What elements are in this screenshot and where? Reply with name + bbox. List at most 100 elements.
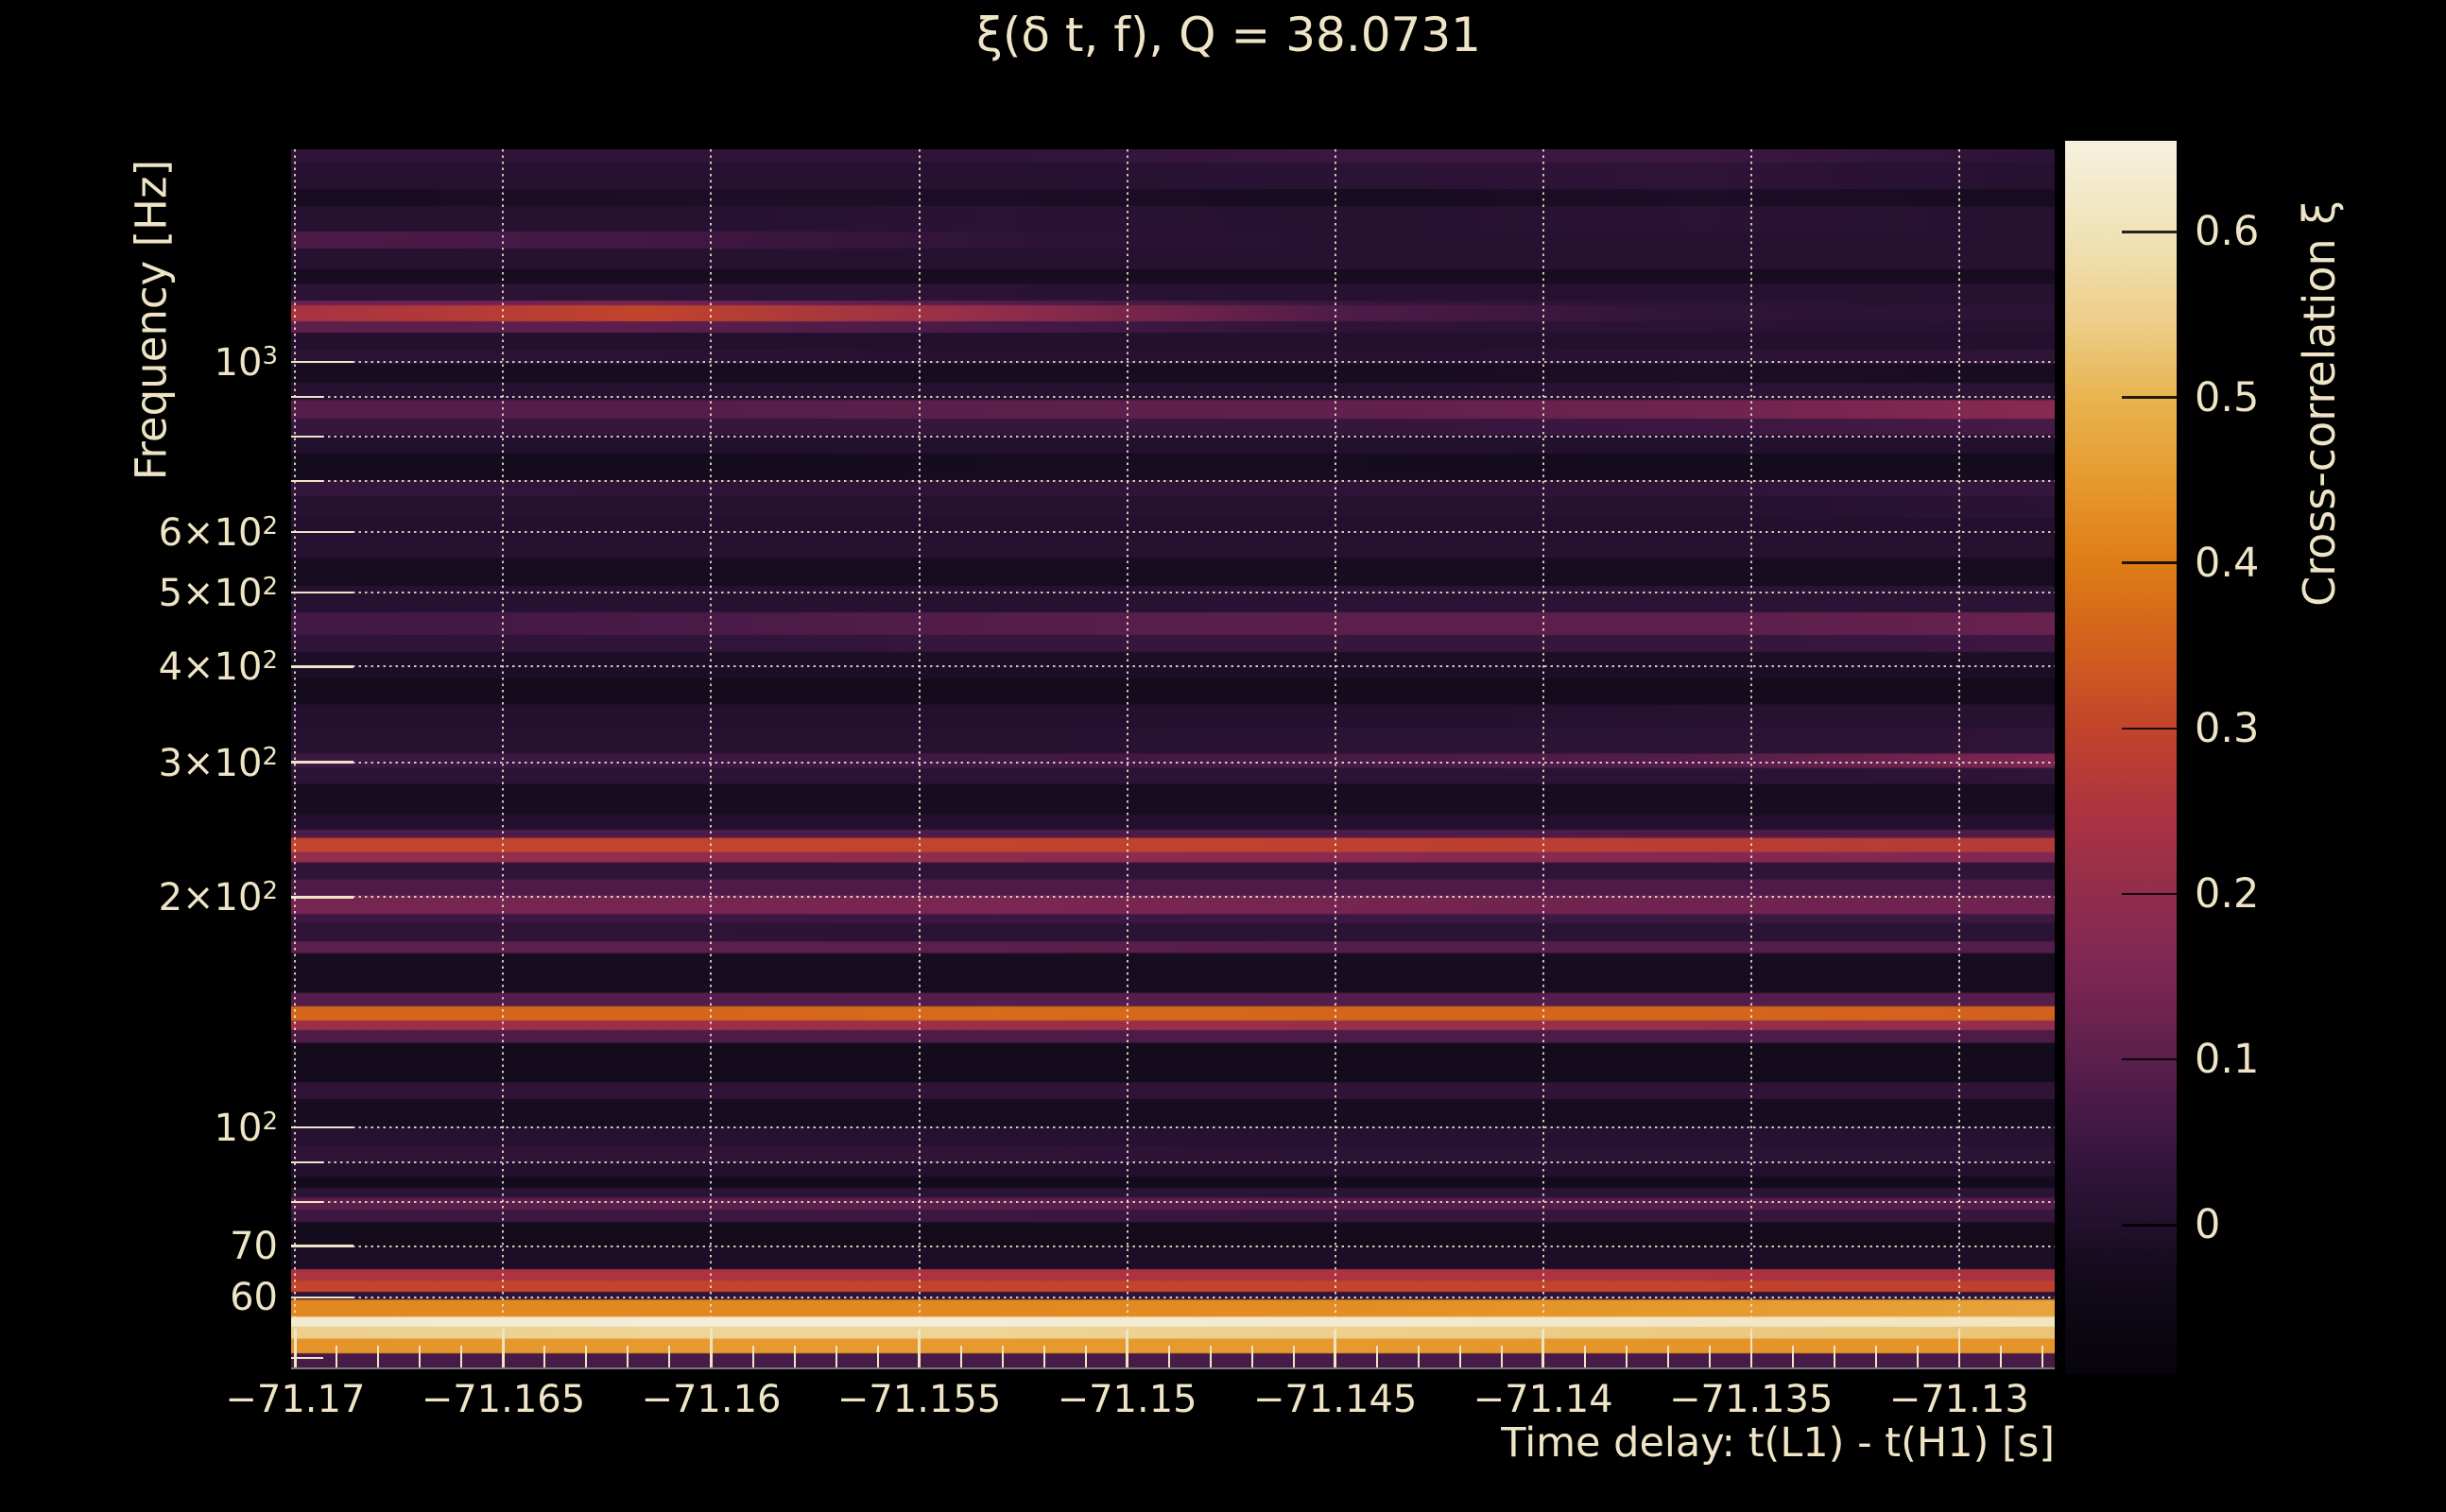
colorbar-tick — [2122, 892, 2177, 896]
x-minor-tick — [835, 1346, 837, 1367]
y-minor-tick — [291, 396, 323, 399]
y-gridline — [291, 1245, 2055, 1247]
x-minor-tick — [419, 1346, 422, 1367]
y-tick-label: 60 — [230, 1275, 278, 1319]
colorbar — [2065, 141, 2177, 1374]
y-major-tick — [291, 665, 353, 668]
y-major-tick — [291, 591, 353, 594]
x-gridline — [1126, 149, 1128, 1367]
y-minor-tick — [291, 435, 323, 438]
x-minor-tick — [668, 1346, 671, 1367]
y-minor-tick — [291, 1200, 323, 1203]
x-minor-tick — [1583, 1346, 1586, 1367]
y-tick-label: 70 — [230, 1224, 278, 1268]
heatmap-canvas — [291, 149, 2055, 1367]
x-minor-tick — [1666, 1346, 1669, 1367]
x-tick-label: −71.135 — [1668, 1378, 1834, 1421]
x-minor-tick — [1292, 1346, 1295, 1367]
x-tick-label: −71.13 — [1888, 1378, 2029, 1421]
x-major-tick — [502, 1330, 505, 1367]
x-minor-tick — [460, 1346, 463, 1367]
y-gridline — [291, 896, 2055, 899]
y-tick-label: 103 — [214, 341, 278, 386]
y-minor-tick — [291, 479, 323, 482]
x-minor-tick — [1209, 1346, 1212, 1367]
x-minor-tick — [1417, 1346, 1420, 1367]
colorbar-tick — [2122, 231, 2177, 233]
x-minor-tick — [1375, 1346, 1378, 1367]
colorbar-tick-label: 0.3 — [2195, 704, 2260, 752]
x-minor-tick — [751, 1346, 754, 1367]
y-minor-tick — [291, 1161, 323, 1164]
x-minor-tick — [1791, 1346, 1794, 1367]
y-gridline — [291, 1200, 2055, 1203]
y-gridline — [291, 761, 2055, 764]
y-tick-label: 6×102 — [158, 510, 278, 555]
y-gridline — [291, 396, 2055, 399]
y-tick-label: 2×102 — [158, 876, 278, 920]
x-minor-tick — [1042, 1346, 1045, 1367]
y-tick-label: 102 — [214, 1107, 278, 1151]
x-gridline — [1334, 149, 1336, 1367]
x-gridline — [1749, 149, 1752, 1367]
y-gridline — [291, 591, 2055, 593]
colorbar-tick-label: 0 — [2195, 1201, 2221, 1249]
plot-area — [291, 149, 2055, 1367]
y-major-tick — [291, 530, 353, 534]
colorbar-tick-label: 0.6 — [2195, 208, 2260, 256]
x-tick-label: −71.14 — [1473, 1378, 1613, 1421]
x-minor-tick — [543, 1346, 546, 1367]
x-minor-tick — [1167, 1346, 1170, 1367]
colorbar-tick — [2122, 561, 2177, 564]
x-minor-tick — [793, 1346, 796, 1367]
y-gridline — [291, 530, 2055, 533]
y-axis-label: Frequency [Hz] — [126, 159, 177, 481]
x-gridline — [294, 149, 297, 1367]
y-major-tick — [291, 1296, 353, 1299]
colorbar-tick-label: 0.1 — [2195, 1036, 2260, 1084]
x-major-tick — [294, 1330, 297, 1367]
y-gridline — [291, 479, 2055, 482]
y-major-tick — [291, 896, 353, 899]
y-gridline — [291, 1296, 2055, 1298]
y-gridline — [291, 361, 2055, 364]
x-major-tick — [710, 1330, 713, 1367]
x-minor-tick — [1708, 1346, 1711, 1367]
x-minor-tick — [876, 1346, 879, 1367]
x-major-tick — [918, 1330, 921, 1367]
x-axis-label: Time delay: t(L1) - t(H1) [s] — [1501, 1419, 2055, 1467]
x-minor-tick — [585, 1346, 588, 1367]
x-minor-tick — [1084, 1346, 1087, 1367]
y-tick-label: 4×102 — [158, 645, 278, 690]
colorbar-tick-label: 0.2 — [2195, 870, 2260, 918]
x-major-tick — [1334, 1330, 1336, 1367]
x-gridline — [1957, 149, 1960, 1367]
colorbar-tick — [2122, 1057, 2177, 1061]
x-minor-tick — [1833, 1346, 1835, 1367]
x-minor-tick — [1625, 1346, 1628, 1367]
x-tick-label: −71.145 — [1252, 1378, 1418, 1421]
x-minor-tick — [1250, 1346, 1253, 1367]
x-tick-label: −71.15 — [1057, 1378, 1197, 1421]
y-minor-tick — [291, 1357, 323, 1359]
x-tick-label: −71.155 — [836, 1378, 1002, 1421]
x-minor-tick — [1999, 1346, 2002, 1367]
y-gridline — [291, 665, 2055, 668]
x-minor-tick — [377, 1346, 380, 1367]
x-gridline — [710, 149, 713, 1367]
y-major-tick — [291, 1125, 353, 1129]
colorbar-tick — [2122, 1224, 2177, 1227]
x-tick-label: −71.16 — [641, 1378, 782, 1421]
colorbar-tick — [2122, 727, 2177, 730]
y-tick-label: 3×102 — [158, 741, 278, 785]
y-gridline — [291, 435, 2055, 438]
x-tick-label: −71.165 — [421, 1378, 586, 1421]
x-tick-label: −71.17 — [225, 1378, 366, 1421]
y-major-tick — [291, 360, 353, 364]
colorbar-tick-label: 0.4 — [2195, 539, 2260, 587]
colorbar-tick — [2122, 396, 2177, 399]
x-minor-tick — [2041, 1346, 2043, 1367]
x-minor-tick — [627, 1346, 629, 1367]
y-gridline — [291, 1126, 2055, 1129]
